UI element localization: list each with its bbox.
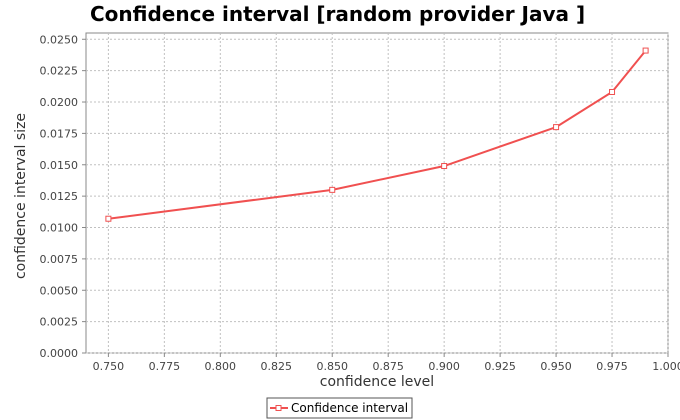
y-tick-label: 0.0125 (40, 190, 79, 203)
x-tick-label: 0.800 (205, 360, 237, 373)
plot-area: 0.0000 0.0025 0.0050 0.0075 0.0100 0.0125 0.01… (40, 32, 680, 373)
y-axis-label: confidence interval size (13, 113, 29, 279)
series-line (108, 49, 647, 220)
y-tick-label: 0.0000 (40, 347, 79, 360)
x-tick-label: 0.950 (540, 360, 572, 373)
data-point (642, 47, 649, 54)
y-tick-label: 0.0225 (40, 65, 79, 78)
y-tick-label: 0.0150 (40, 159, 79, 172)
y-tick-label: 0.0250 (40, 33, 79, 46)
legend-box (266, 397, 413, 419)
legend-label: Confidence interval (291, 401, 408, 415)
x-axis-label: confidence level (320, 374, 434, 390)
data-point (441, 163, 448, 170)
y-tick-label: 0.0100 (40, 222, 79, 235)
y-tick-label: 0.0050 (40, 284, 79, 297)
y-tick-label: 0.0200 (40, 96, 79, 109)
x-tick-label: 1.000 (652, 360, 680, 373)
data-point (105, 215, 112, 222)
x-tick-label: 0.750 (93, 360, 125, 373)
x-tick-label: 0.925 (484, 360, 516, 373)
legend: Confidence interval (266, 397, 413, 419)
x-tick-label: 0.975 (596, 360, 628, 373)
x-tick-label: 0.775 (149, 360, 181, 373)
y-tick-label: 0.0075 (40, 253, 79, 266)
x-tick-label: 0.825 (261, 360, 293, 373)
data-point (329, 186, 336, 193)
data-point (553, 124, 560, 131)
x-tick-label: 0.850 (316, 360, 348, 373)
x-tick-label: 0.900 (428, 360, 460, 373)
x-tick-label: 0.875 (372, 360, 404, 373)
y-tick-label: 0.0175 (40, 127, 79, 140)
legend-point-marker (275, 405, 282, 411)
chart-title: Confidence interval [random provider Jav… (90, 2, 585, 26)
data-point (609, 88, 616, 95)
plot-background (85, 32, 669, 354)
y-tick-label: 0.0025 (40, 316, 79, 329)
